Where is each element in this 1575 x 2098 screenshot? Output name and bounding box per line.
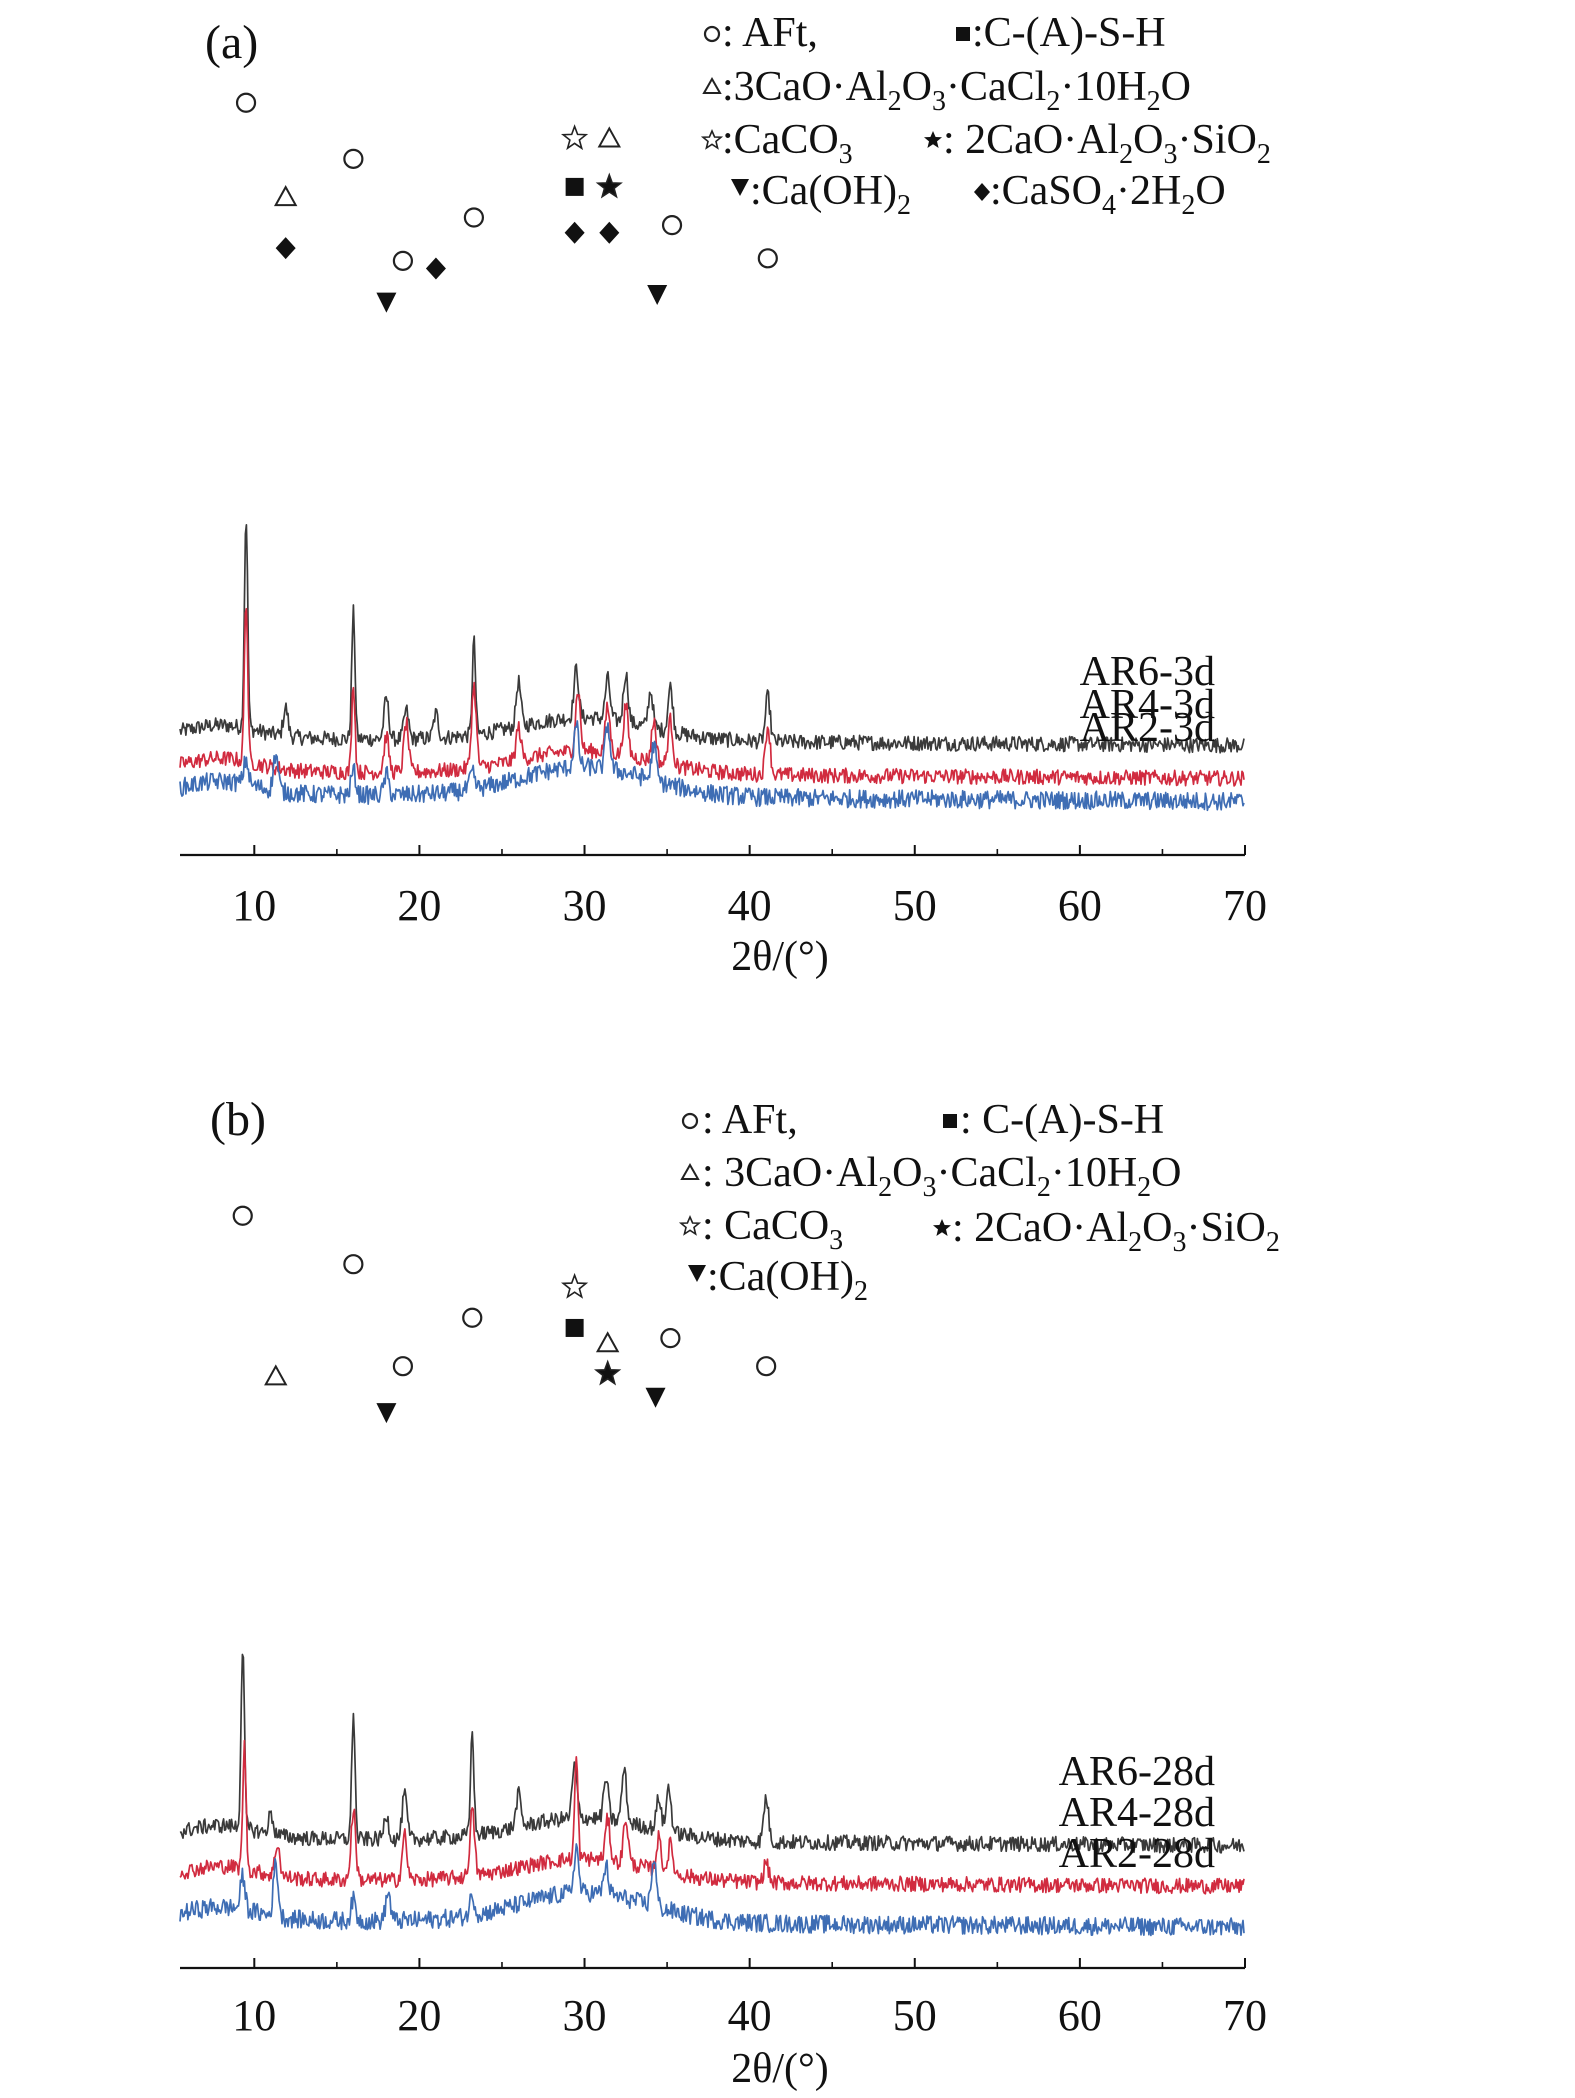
phase-marker-star-filled-icon bbox=[595, 172, 623, 199]
x-axis-label-b: 2θ/(°) bbox=[731, 2046, 829, 2092]
series-line-AR4-3d bbox=[179, 607, 1245, 787]
legend-a-tri-down-icon bbox=[731, 179, 749, 196]
phase-marker-triangle-icon bbox=[273, 185, 298, 207]
series-line-AR2-28d bbox=[179, 1843, 1245, 1937]
phase-marker-square-icon bbox=[565, 177, 584, 196]
legend-b-caoh2: :Ca(OH)2 bbox=[707, 1254, 868, 1307]
x-tick-label: 30 bbox=[563, 1991, 607, 2040]
legend-a-circle-icon bbox=[703, 25, 721, 43]
phase-marker-circle-icon bbox=[232, 1205, 253, 1226]
phase-marker-circle-icon bbox=[756, 1356, 777, 1377]
legend-b-star-filled-icon bbox=[933, 1219, 951, 1236]
legend-b-circle-icon bbox=[681, 1112, 699, 1130]
legend-a-star-filled-icon bbox=[924, 131, 942, 148]
legend-a-caco3: :CaCO3 bbox=[722, 117, 853, 170]
phase-marker-diamond-icon bbox=[275, 237, 296, 260]
phase-marker-tri-down-icon bbox=[645, 1387, 666, 1408]
series-label: AR6-3d bbox=[1080, 649, 1215, 695]
legend-b-star-open-icon bbox=[678, 1214, 702, 1236]
phase-marker-circle-icon bbox=[392, 250, 414, 271]
legend-b-aft: : AFt, bbox=[702, 1097, 798, 1143]
phase-marker-tri-down-icon bbox=[376, 292, 397, 313]
phase-marker-circle-icon bbox=[235, 92, 257, 113]
series-line-AR4-28d bbox=[179, 1739, 1245, 1895]
legend-a-square-icon bbox=[956, 27, 970, 41]
panel-b: (b) : AFt, : C-(A)-S-H : 3CaO·Al2O3·CaCl… bbox=[179, 1093, 1280, 2092]
phase-marker-triangle-icon bbox=[264, 1364, 288, 1386]
x-tick-label: 30 bbox=[563, 881, 607, 930]
panel-b-label: (b) bbox=[210, 1093, 266, 1146]
phase-marker-diamond-icon bbox=[564, 221, 585, 244]
series-label: AR6-28d bbox=[1059, 1749, 1215, 1795]
phase-marker-circle-icon bbox=[463, 207, 485, 228]
x-tick-label: 50 bbox=[893, 881, 937, 930]
phase-marker-tri-down-icon bbox=[376, 1403, 397, 1424]
x-tick-label: 50 bbox=[893, 1991, 937, 2040]
phase-marker-circle-icon bbox=[757, 248, 778, 269]
legend-a-diamond-icon bbox=[974, 183, 990, 201]
series-line-AR6-3d bbox=[179, 523, 1245, 754]
phase-marker-circle-icon bbox=[392, 1356, 414, 1377]
legend-b-c2as: : 2CaO·Al2O3·SiO2 bbox=[952, 1205, 1280, 1258]
panel-b-legend: : AFt, : C-(A)-S-H : 3CaO·Al2O3·CaCl2·10… bbox=[678, 1097, 1280, 1307]
phase-marker-triangle-icon bbox=[595, 1331, 620, 1353]
phase-marker-circle-icon bbox=[343, 1254, 364, 1275]
phase-marker-circle-icon bbox=[661, 215, 683, 236]
legend-a-c2as: : 2CaO·Al2O3·SiO2 bbox=[943, 117, 1271, 170]
x-tick-label: 10 bbox=[232, 1991, 276, 2040]
phase-marker-circle-icon bbox=[343, 148, 364, 169]
legend-a-chloroaluminate: :3CaO·Al2O3·CaCl2·10H2O bbox=[722, 64, 1191, 117]
series-label: AR2-3d bbox=[1080, 705, 1215, 751]
legend-a-csh: :C-(A)-S-H bbox=[972, 10, 1166, 56]
panel-a-legend: : AFt, :C-(A)-S-H :3CaO·Al2O3·CaCl2·10H2… bbox=[700, 10, 1271, 221]
phase-marker-star-filled-icon bbox=[593, 1359, 622, 1386]
x-tick-label: 10 bbox=[232, 881, 276, 930]
phase-marker-diamond-icon bbox=[425, 257, 446, 280]
series-label: AR2-28d bbox=[1059, 1831, 1215, 1877]
legend-a-triangle-icon bbox=[702, 76, 722, 94]
x-tick-label: 20 bbox=[397, 1991, 441, 2040]
legend-b-tri-down-icon bbox=[688, 1265, 706, 1282]
phase-marker-star-open-icon bbox=[560, 124, 589, 151]
phase-marker-tri-down-icon bbox=[647, 285, 668, 305]
legend-a-gypsum: :CaSO4·2H2O bbox=[990, 168, 1226, 221]
phase-marker-triangle-icon bbox=[597, 126, 622, 148]
x-tick-label: 40 bbox=[728, 1991, 772, 2040]
series-label: AR4-3d bbox=[1080, 682, 1215, 728]
phase-marker-diamond-icon bbox=[599, 221, 620, 244]
legend-a-aft: : AFt, bbox=[722, 10, 818, 56]
phase-marker-circle-icon bbox=[462, 1307, 483, 1328]
legend-b-chloroaluminate: : 3CaO·Al2O3·CaCl2·10H2O bbox=[702, 1150, 1182, 1203]
phase-marker-circle-icon bbox=[660, 1328, 681, 1349]
legend-b-triangle-icon bbox=[680, 1162, 700, 1180]
series-line-AR6-28d bbox=[179, 1653, 1245, 1854]
legend-a-caoh2: :Ca(OH)2 bbox=[750, 168, 911, 221]
x-tick-label: 40 bbox=[728, 881, 772, 930]
series-line-AR2-3d bbox=[179, 720, 1245, 812]
legend-b-square-icon bbox=[943, 1114, 957, 1128]
phase-marker-square-icon bbox=[565, 1318, 584, 1337]
x-tick-label: 20 bbox=[397, 881, 441, 930]
series-label: AR4-28d bbox=[1059, 1790, 1215, 1836]
panel-a-label: (a) bbox=[205, 16, 258, 69]
x-tick-label: 70 bbox=[1223, 1991, 1267, 2040]
x-axis-label-a: 2θ/(°) bbox=[731, 934, 829, 980]
legend-b-csh: : C-(A)-S-H bbox=[960, 1097, 1164, 1143]
legend-b-caco3: : CaCO3 bbox=[702, 1203, 843, 1256]
x-tick-label: 60 bbox=[1058, 881, 1102, 930]
panel-a: (a) : AFt, :C-(A)-S-H :3CaO·Al2O3·CaCl2·… bbox=[179, 10, 1271, 980]
x-tick-label: 70 bbox=[1223, 881, 1267, 930]
x-tick-label: 60 bbox=[1058, 1991, 1102, 2040]
legend-a-star-open-icon bbox=[700, 128, 724, 150]
phase-marker-star-open-icon bbox=[560, 1272, 589, 1299]
